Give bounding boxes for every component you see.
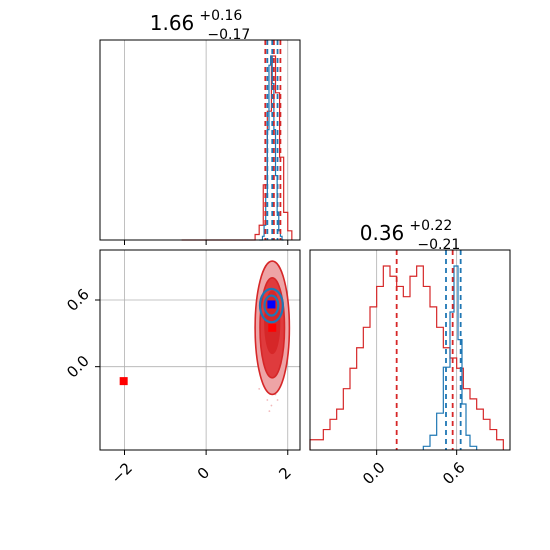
x-tick-label: −2: [108, 459, 136, 487]
marker-point: [268, 323, 277, 332]
axes-frame: [309, 249, 511, 451]
marker-point: [267, 300, 276, 309]
sample-point: [258, 387, 261, 390]
title-value: 0.36: [360, 221, 405, 245]
title-minus: −0.21: [417, 237, 460, 253]
grid: [100, 250, 300, 450]
marginal-histogram-y: 0.0 0.6 0.36 +0.22 −0.21: [309, 215, 511, 488]
x-tick-label: 0: [194, 464, 213, 483]
axes-frame: [99, 39, 301, 241]
sample-point: [268, 410, 271, 413]
title-value: 1.66: [150, 11, 195, 35]
grid: [124, 40, 289, 240]
title-minus: −0.17: [207, 27, 250, 43]
quantile-lines: [264, 40, 282, 240]
tick-label: 0.6: [439, 458, 469, 488]
marginal-histogram-x: 1.66 +0.16 −0.17: [99, 5, 301, 245]
sample-point: [276, 399, 279, 401]
histogram-series: [181, 55, 293, 241]
quantile-lines: [395, 250, 462, 450]
x-ticks: [123, 240, 289, 245]
panel-title: 1.66 +0.16 −0.17: [150, 5, 251, 43]
histogram-step-line: [422, 265, 478, 450]
grid: [376, 250, 458, 450]
title-plus: +0.22: [409, 218, 452, 234]
joint-distribution: −2 0 2 0.0 0.6: [63, 249, 301, 487]
title-plus: +0.16: [199, 8, 242, 24]
sample-point: [266, 399, 269, 401]
y-tick-label: 0.0: [63, 352, 93, 382]
axes-frame: [99, 249, 301, 451]
density-contours: [254, 260, 291, 413]
panel-title: 0.36 +0.22 −0.21: [360, 215, 461, 253]
sample-point: [270, 404, 273, 407]
contour-level: [263, 294, 280, 317]
x-ticks: 0.0 0.6: [359, 450, 469, 488]
y-tick-label: 0.6: [63, 285, 93, 315]
tick-label: 0.0: [359, 458, 389, 488]
histogram-series: [309, 265, 504, 450]
marker-points: [119, 300, 277, 386]
marker-point: [119, 377, 128, 386]
x-tick-label: 2: [275, 464, 294, 483]
contour-level: [258, 287, 284, 324]
histogram-step-line: [309, 265, 504, 450]
